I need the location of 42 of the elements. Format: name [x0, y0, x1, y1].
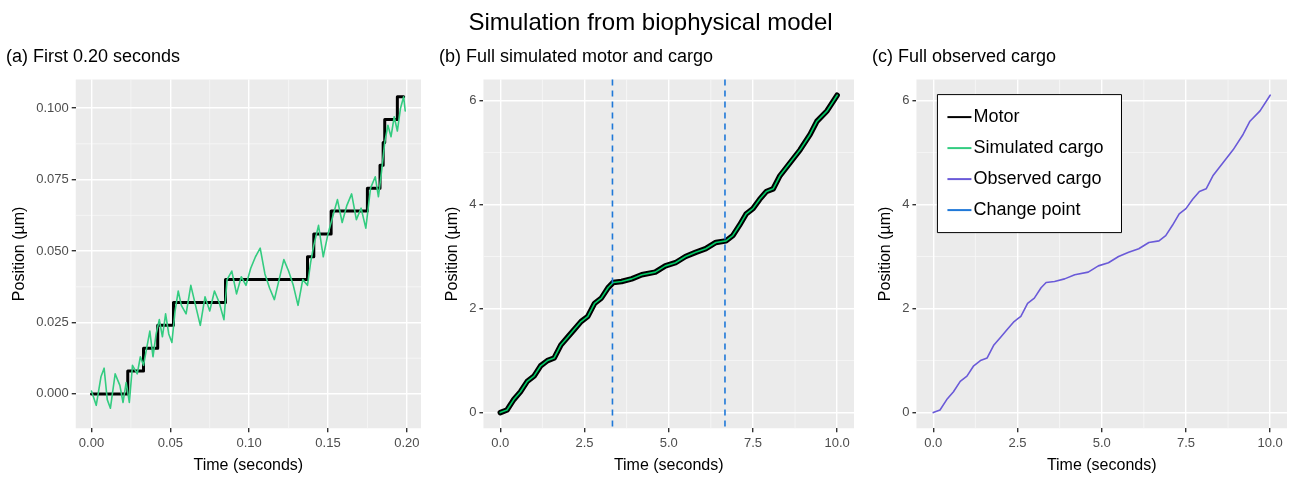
- y-tick-label: 2: [469, 300, 477, 316]
- x-tick-label: 5.0: [659, 434, 678, 450]
- x-tick-label: 2.5: [1008, 434, 1027, 450]
- text: Simulated cargo: [973, 137, 1104, 158]
- x-tick-label: 0.0: [491, 434, 510, 450]
- chart-title: (a) First 0.20 seconds: [6, 45, 181, 66]
- x-axis-title: Time (seconds): [613, 455, 724, 473]
- text: Simulation from biophysical model: [467, 7, 834, 37]
- y-axis-title: Position (µm): [443, 206, 461, 302]
- y-tick-label: 0.050: [36, 242, 69, 258]
- x-tick-label: 0.00: [78, 434, 105, 450]
- y-tick-label: 6: [469, 91, 477, 107]
- y-tick-label: 0: [469, 404, 477, 420]
- x-tick-label: 7.5: [743, 434, 762, 450]
- chart-title: (c) Full observed cargo: [872, 45, 1057, 66]
- x-axis-title: Time (seconds): [1046, 455, 1157, 473]
- y-tick-label: 4: [469, 196, 477, 212]
- x-tick-label: 0.15: [315, 434, 341, 450]
- x-tick-label: 5.0: [1092, 434, 1111, 450]
- y-tick-label: 0.100: [36, 99, 69, 115]
- x-tick-label: 0.05: [157, 434, 183, 450]
- legend-label: Observed cargo: [973, 168, 1102, 189]
- x-tick-label: 0.10: [236, 434, 262, 450]
- x-tick-label: 10.0: [824, 434, 850, 450]
- y-tick-label: 0.025: [36, 314, 69, 330]
- y-tick-label: 0: [902, 404, 910, 420]
- y-axis-title: Position (µm): [876, 206, 894, 302]
- text: Motor: [973, 106, 1020, 127]
- y-tick-label: 6: [902, 91, 910, 107]
- y-tick-label: 0.000: [36, 385, 69, 401]
- x-tick-label: 7.5: [1176, 434, 1195, 450]
- x-tick-label: 0.20: [394, 434, 420, 450]
- y-tick-label: 4: [902, 196, 910, 212]
- x-tick-label: 10.0: [1257, 434, 1283, 450]
- x-tick-label: 0.0: [924, 434, 943, 450]
- y-axis-title: Position (µm): [10, 206, 28, 302]
- x-tick-label: 2.5: [575, 434, 594, 450]
- text: Change point: [973, 199, 1081, 220]
- y-tick-label: 0.075: [36, 171, 69, 187]
- chart-title: (b) Full simulated motor and cargo: [439, 45, 714, 66]
- y-tick-label: 2: [902, 300, 910, 316]
- x-axis-title: Time (seconds): [193, 455, 304, 473]
